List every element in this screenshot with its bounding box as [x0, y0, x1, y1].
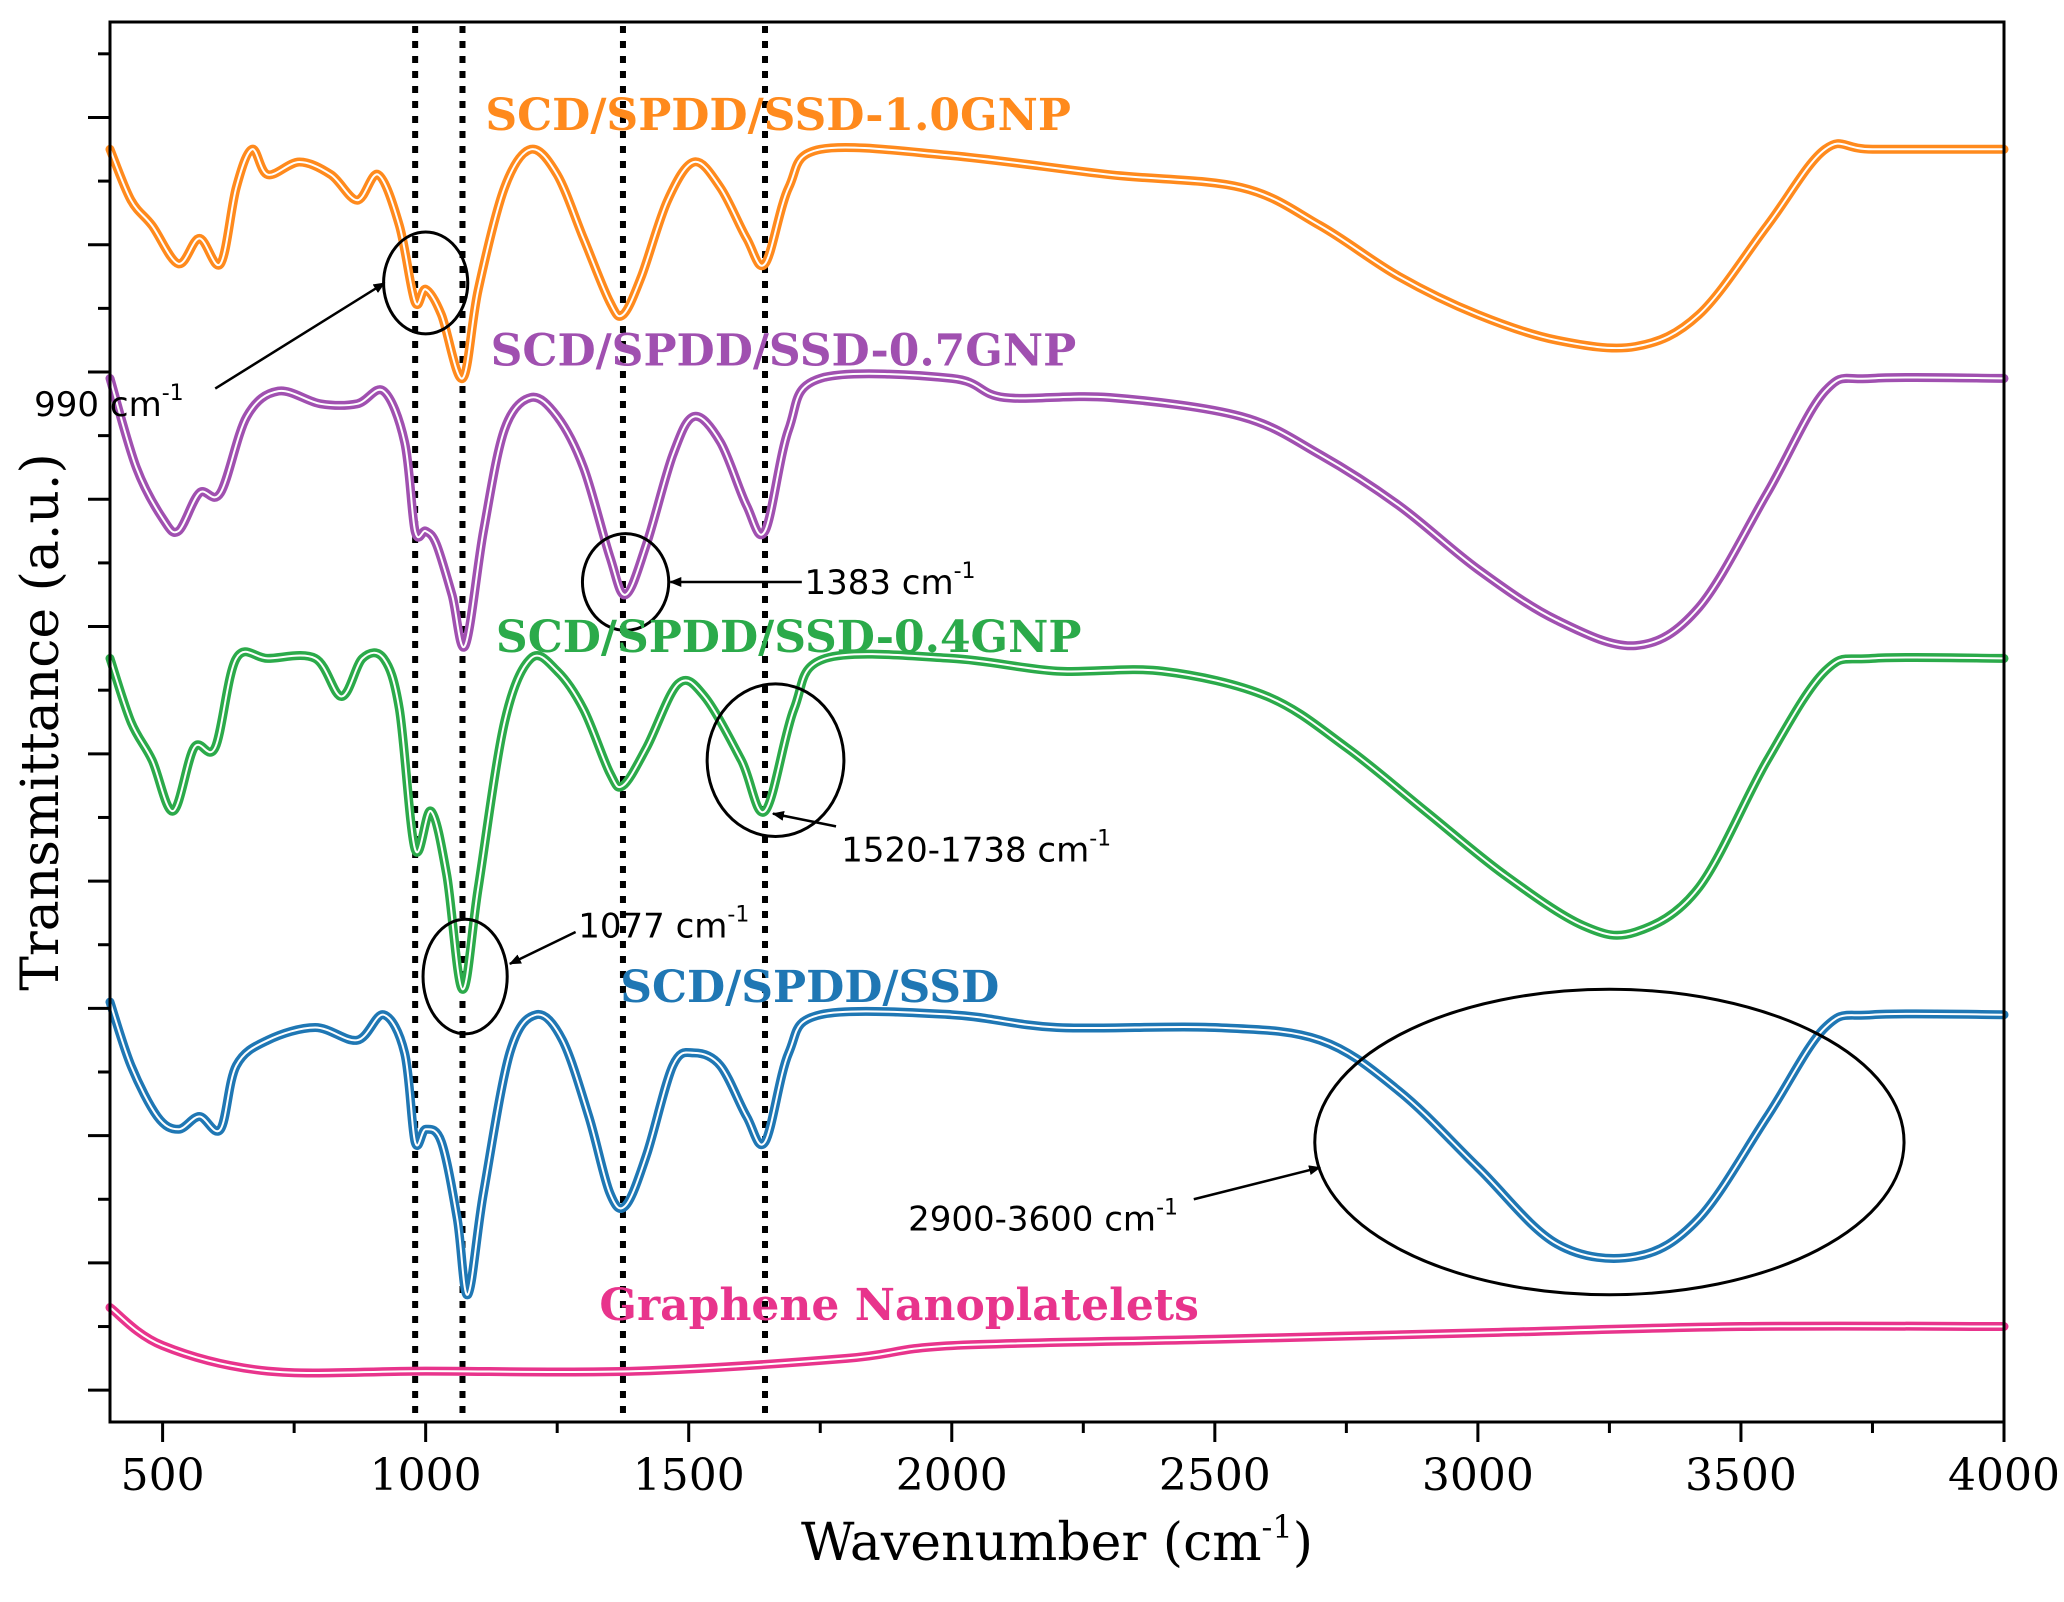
annotation-arrow-3	[508, 930, 577, 965]
annotation-ellipse-1	[580, 532, 671, 632]
series-label-4: Graphene Nanoplatelets	[599, 1280, 1199, 1331]
annotation-label-4: 2900-3600 cm-1	[908, 1195, 1178, 1239]
x-axis-title: Wavenumber (cm-1)	[801, 1508, 1313, 1573]
annotation-label-0: 990 cm-1	[34, 381, 183, 425]
x-tick-label-3500: 3500	[1685, 1450, 1797, 1501]
x-ticks: 500 1000 1500 2000 2500 3000 3500 4000	[121, 1422, 2060, 1501]
x-tick-label-1500: 1500	[633, 1450, 745, 1501]
y-ticks	[88, 52, 110, 1392]
series-highlight-scd-spdd-ssd-0-7gnp	[109, 372, 2005, 649]
series-labels: SCD/SPDD/SSD-1.0GNP SCD/SPDD/SSD-0.7GNP SC…	[485, 90, 1199, 1331]
annotations: 990 cm-1 1383 cm-1 1520-1738 cm-1 1077 cm-1…	[34, 230, 1906, 1297]
annotation-4: 2900-3600 cm-1	[908, 987, 1906, 1297]
x-tick-label-3000: 3000	[1422, 1450, 1534, 1501]
series-line-scd-spdd-ssd-0-7gnp	[105, 369, 2009, 652]
plot-frame	[108, 20, 2006, 1424]
annotation-arrow-0	[214, 281, 386, 390]
x-tick-label-1000: 1000	[370, 1450, 482, 1501]
series-label-3: SCD/SPDD/SSD	[620, 962, 999, 1013]
series-label-0: SCD/SPDD/SSD-1.0GNP	[485, 90, 1071, 141]
series-scd-spdd-ssd	[105, 997, 2009, 1300]
annotation-ellipse-2	[705, 682, 846, 839]
annotation-ellipse-3	[421, 917, 509, 1036]
series-highlight-scd-spdd-ssd	[109, 1001, 2005, 1296]
annotation-3: 1077 cm-1	[421, 903, 749, 1036]
x-tick-label-2500: 2500	[1159, 1450, 1271, 1501]
x-tick-label-4000: 4000	[1948, 1450, 2060, 1501]
axes: 500 1000 1500 2000 2500 3000 3500 4000	[88, 20, 2060, 1501]
series-label-1: SCD/SPDD/SSD-0.7GNP	[491, 326, 1077, 377]
x-tick-label-2000: 2000	[896, 1450, 1008, 1501]
x-tick-label-500: 500	[121, 1450, 205, 1501]
series-scd-spdd-ssd-0-7gnp	[105, 369, 2009, 652]
series-line-scd-spdd-ssd-0-4gnp	[105, 647, 2009, 994]
series-scd-spdd-ssd-0-4gnp	[105, 647, 2009, 994]
series-highlight-scd-spdd-ssd-1-0gnp	[109, 142, 2004, 380]
annotation-label-2: 1520-1738 cm-1	[841, 826, 1111, 870]
annotation-label-3: 1077 cm-1	[578, 903, 749, 947]
annotation-arrow-4	[1193, 1165, 1322, 1201]
annotation-2: 1520-1738 cm-1	[705, 682, 1111, 870]
series-scd-spdd-ssd-1-0gnp	[105, 139, 2009, 383]
series-label-2: SCD/SPDD/SSD-0.4GNP	[496, 612, 1082, 663]
series-highlight-scd-spdd-ssd-0-4gnp	[109, 650, 2005, 991]
series-graphene-nanoplatelets	[105, 1303, 2009, 1378]
series-line-scd-spdd-ssd	[105, 997, 2009, 1300]
annotation-label-1: 1383 cm-1	[804, 559, 975, 603]
annotation-arrow-2	[771, 810, 837, 828]
series-highlight-graphene-nanoplatelets	[109, 1306, 2005, 1374]
series-layer	[105, 139, 2009, 1378]
annotation-1: 1383 cm-1	[580, 532, 976, 632]
annotation-ellipse-0	[382, 230, 470, 336]
y-axis-title: Transmittance (a.u.)	[11, 453, 71, 991]
annotation-0: 990 cm-1	[34, 230, 470, 425]
annotation-ellipse-4	[1313, 987, 1906, 1297]
